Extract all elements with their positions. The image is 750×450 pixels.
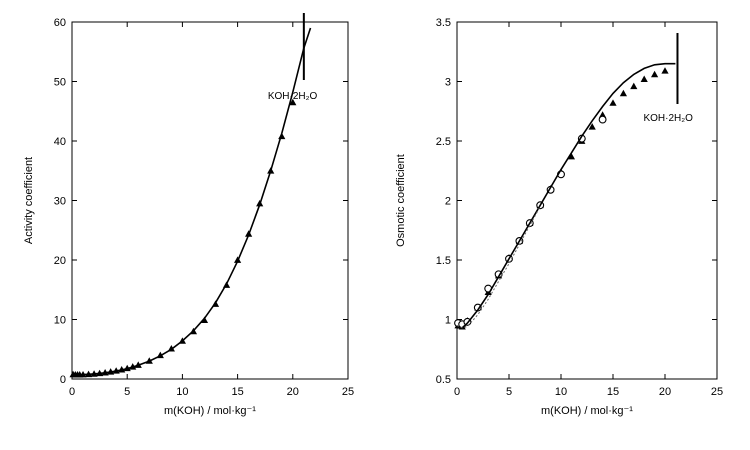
x-tick-label: 25: [342, 386, 354, 398]
data-point-triangle: [651, 70, 659, 78]
y-tick-label: 1: [445, 315, 451, 327]
x-tick-label: 20: [287, 386, 299, 398]
x-tick-label: 0: [69, 386, 75, 398]
y-tick-label: 60: [54, 17, 66, 29]
y-tick-label: 0: [60, 374, 66, 386]
x-tick-label: 15: [607, 386, 619, 398]
y-tick-label: 3: [445, 77, 451, 89]
data-point-triangle: [609, 99, 617, 106]
y-tick-label: 3.5: [436, 17, 451, 29]
x-tick-label: 10: [555, 386, 567, 398]
x-tick-label: 20: [659, 386, 671, 398]
x-tick-label: 25: [711, 386, 723, 398]
x-tick-label: 5: [506, 386, 512, 398]
x-tick-label: 5: [124, 386, 130, 398]
y-tick-label: 30: [54, 196, 66, 208]
activity-coefficient-panel: 0 5 10 15 20 25 0 10 20 30 40 50 60 m(KOH) / mol·kg⁻¹…: [23, 13, 354, 417]
data-point-triangle: [588, 123, 596, 130]
y-tick-label: 40: [54, 136, 66, 148]
solubility-limit-label: KOH·2H₂O: [268, 91, 318, 102]
y-tick-label: 2.5: [436, 136, 451, 148]
x-axis-title: m(KOH) / mol·kg⁻¹: [541, 405, 633, 417]
y-tick-label: 1.5: [436, 255, 451, 267]
solubility-limit-label: KOH·2H₂O: [643, 113, 693, 124]
y-axis-title: Activity coefficient: [23, 157, 35, 244]
data-point-triangle: [630, 82, 638, 90]
x-tick-label: 10: [176, 386, 188, 398]
x-tick-label: 0: [454, 386, 460, 398]
y-axis-title: Osmotic coefficient: [395, 154, 407, 247]
data-point-circle: [598, 115, 607, 124]
model-curve-dotted: [456, 206, 541, 329]
model-curve: [71, 27, 312, 376]
data-point-triangle: [661, 67, 669, 74]
data-point-triangle: [567, 152, 575, 160]
model-curve: [457, 62, 676, 329]
data-point-triangle: [619, 89, 627, 97]
y-tick-label: 0.5: [436, 374, 451, 386]
y-tick-label: 2: [445, 196, 451, 208]
data-point-triangle: [289, 98, 297, 106]
y-tick-label: 10: [54, 315, 66, 327]
y-tick-label: 50: [54, 77, 66, 89]
y-tick-label: 20: [54, 255, 66, 267]
plot-frame: [71, 21, 349, 380]
osmotic-coefficient-panel: 0 5 10 15 20 25 0.5 1 1.5 2 2.5 3 3.5 m(KOH) / mol·kg…: [395, 17, 723, 417]
x-tick-label: 15: [231, 386, 243, 398]
data-point-triangle: [640, 75, 648, 82]
x-axis-title: m(KOH) / mol·kg⁻¹: [164, 405, 256, 417]
